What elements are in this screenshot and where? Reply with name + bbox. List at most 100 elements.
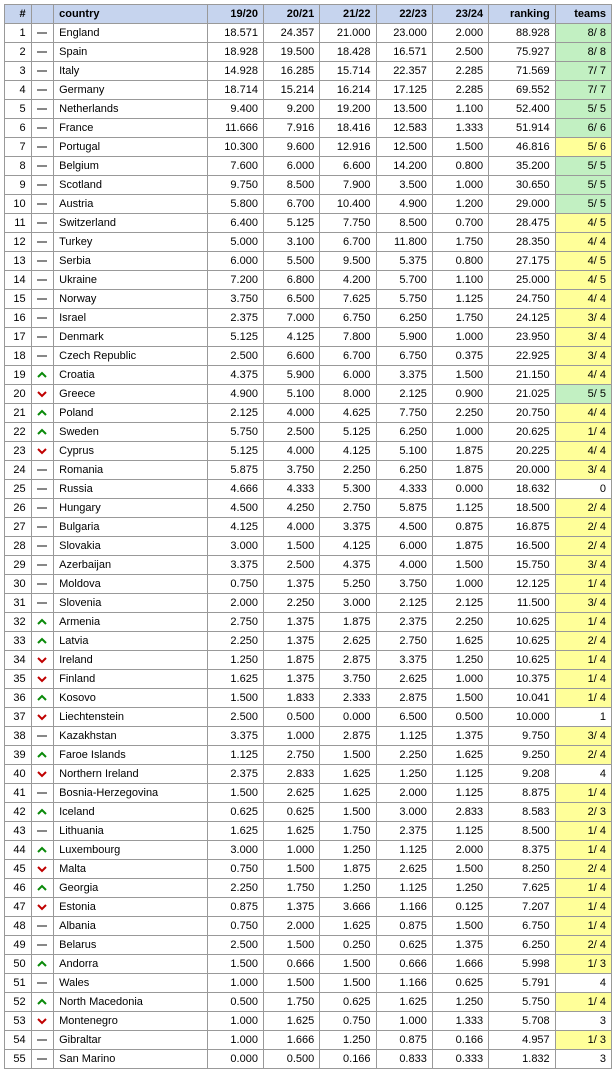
- movement-icon: [31, 1012, 54, 1031]
- cell-s5: 1.500: [432, 917, 488, 936]
- cell-country[interactable]: Turkey: [54, 233, 208, 252]
- cell-country[interactable]: Andorra: [54, 955, 208, 974]
- cell-country[interactable]: Montenegro: [54, 1012, 208, 1031]
- col-ranking[interactable]: ranking: [489, 5, 556, 24]
- cell-country[interactable]: Ireland: [54, 651, 208, 670]
- cell-country[interactable]: Ukraine: [54, 271, 208, 290]
- cell-s3: 10.400: [320, 195, 376, 214]
- cell-country[interactable]: Bosnia-Herzegovina: [54, 784, 208, 803]
- col-rank[interactable]: #: [5, 5, 32, 24]
- cell-s1: 2.250: [207, 879, 263, 898]
- cell-country[interactable]: Switzerland: [54, 214, 208, 233]
- cell-country[interactable]: Wales: [54, 974, 208, 993]
- cell-country[interactable]: Malta: [54, 860, 208, 879]
- table-row: 51Wales1.0001.5001.5001.1660.6255.7914: [5, 974, 612, 993]
- cell-rank: 55: [5, 1050, 32, 1069]
- cell-country[interactable]: Albania: [54, 917, 208, 936]
- cell-country[interactable]: Bulgaria: [54, 518, 208, 537]
- table-row: 24Romania5.8753.7502.2506.2501.87520.000…: [5, 461, 612, 480]
- cell-country[interactable]: Czech Republic: [54, 347, 208, 366]
- cell-s5: 1.500: [432, 556, 488, 575]
- cell-country[interactable]: England: [54, 24, 208, 43]
- cell-country[interactable]: North Macedonia: [54, 993, 208, 1012]
- cell-country[interactable]: Kosovo: [54, 689, 208, 708]
- cell-s5: 0.625: [432, 974, 488, 993]
- cell-country[interactable]: Gibraltar: [54, 1031, 208, 1050]
- cell-country[interactable]: Latvia: [54, 632, 208, 651]
- cell-country[interactable]: Liechtenstein: [54, 708, 208, 727]
- cell-country[interactable]: Armenia: [54, 613, 208, 632]
- cell-s2: 1.833: [263, 689, 319, 708]
- cell-country[interactable]: Israel: [54, 309, 208, 328]
- cell-country[interactable]: Poland: [54, 404, 208, 423]
- cell-country[interactable]: Denmark: [54, 328, 208, 347]
- cell-s1: 2.500: [207, 708, 263, 727]
- cell-country[interactable]: Spain: [54, 43, 208, 62]
- cell-country[interactable]: Norway: [54, 290, 208, 309]
- cell-country[interactable]: Sweden: [54, 423, 208, 442]
- cell-country[interactable]: Portugal: [54, 138, 208, 157]
- table-row: 2Spain18.92819.50018.42816.5712.50075.92…: [5, 43, 612, 62]
- col-2021[interactable]: 20/21: [263, 5, 319, 24]
- cell-s1: 1.625: [207, 670, 263, 689]
- cell-s4: 5.700: [376, 271, 432, 290]
- cell-country[interactable]: Croatia: [54, 366, 208, 385]
- cell-rank: 32: [5, 613, 32, 632]
- cell-country[interactable]: Romania: [54, 461, 208, 480]
- cell-country[interactable]: Serbia: [54, 252, 208, 271]
- cell-country[interactable]: Hungary: [54, 499, 208, 518]
- cell-country[interactable]: Faroe Islands: [54, 746, 208, 765]
- cell-country[interactable]: Iceland: [54, 803, 208, 822]
- cell-country[interactable]: Germany: [54, 81, 208, 100]
- cell-s1: 2.000: [207, 594, 263, 613]
- cell-country[interactable]: Italy: [54, 62, 208, 81]
- cell-country[interactable]: Luxembourg: [54, 841, 208, 860]
- col-country[interactable]: country: [54, 5, 208, 24]
- col-2324[interactable]: 23/24: [432, 5, 488, 24]
- cell-s3: 1.250: [320, 879, 376, 898]
- cell-s1: 5.875: [207, 461, 263, 480]
- cell-country[interactable]: Georgia: [54, 879, 208, 898]
- cell-s4: 0.875: [376, 1031, 432, 1050]
- cell-country[interactable]: Finland: [54, 670, 208, 689]
- cell-country[interactable]: Azerbaijan: [54, 556, 208, 575]
- col-1920[interactable]: 19/20: [207, 5, 263, 24]
- cell-rank: 15: [5, 290, 32, 309]
- table-row: 44Luxembourg3.0001.0001.2501.1252.0008.3…: [5, 841, 612, 860]
- col-2223[interactable]: 22/23: [376, 5, 432, 24]
- cell-country[interactable]: Moldova: [54, 575, 208, 594]
- col-2122[interactable]: 21/22: [320, 5, 376, 24]
- cell-country[interactable]: Netherlands: [54, 100, 208, 119]
- cell-country[interactable]: Cyprus: [54, 442, 208, 461]
- cell-s5: 0.700: [432, 214, 488, 233]
- cell-s3: 15.714: [320, 62, 376, 81]
- cell-country[interactable]: Scotland: [54, 176, 208, 195]
- cell-s4: 4.500: [376, 518, 432, 537]
- cell-country[interactable]: Belgium: [54, 157, 208, 176]
- table-row: 13Serbia6.0005.5009.5005.3750.80027.1754…: [5, 252, 612, 271]
- cell-country[interactable]: Estonia: [54, 898, 208, 917]
- table-row: 26Hungary4.5004.2502.7505.8751.12518.500…: [5, 499, 612, 518]
- cell-country[interactable]: France: [54, 119, 208, 138]
- cell-s4: 1.125: [376, 727, 432, 746]
- cell-country[interactable]: Austria: [54, 195, 208, 214]
- cell-country[interactable]: Russia: [54, 480, 208, 499]
- cell-s3: 0.250: [320, 936, 376, 955]
- cell-s1: 4.375: [207, 366, 263, 385]
- cell-country[interactable]: Belarus: [54, 936, 208, 955]
- cell-rank: 50: [5, 955, 32, 974]
- cell-country[interactable]: Northern Ireland: [54, 765, 208, 784]
- cell-s4: 3.500: [376, 176, 432, 195]
- cell-country[interactable]: Slovenia: [54, 594, 208, 613]
- cell-country[interactable]: Lithuania: [54, 822, 208, 841]
- cell-country[interactable]: Greece: [54, 385, 208, 404]
- cell-country[interactable]: Slovakia: [54, 537, 208, 556]
- movement-icon: [31, 385, 54, 404]
- cell-country[interactable]: San Marino: [54, 1050, 208, 1069]
- cell-country[interactable]: Kazakhstan: [54, 727, 208, 746]
- cell-s1: 0.500: [207, 993, 263, 1012]
- col-teams[interactable]: teams: [555, 5, 611, 24]
- col-movement[interactable]: [31, 5, 54, 24]
- cell-rank: 21: [5, 404, 32, 423]
- table-row: 3Italy14.92816.28515.71422.3572.28571.56…: [5, 62, 612, 81]
